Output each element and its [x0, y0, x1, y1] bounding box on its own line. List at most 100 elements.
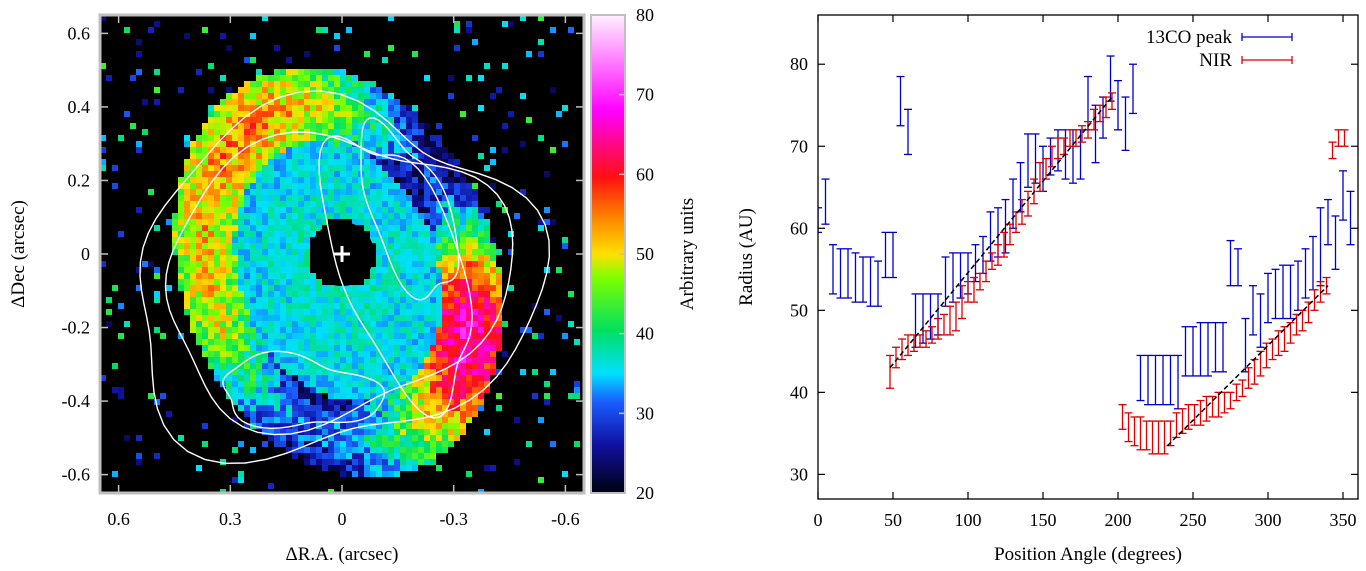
plot-x-tick-label: 250: [1180, 510, 1207, 530]
legend-swatch: [1241, 33, 1293, 41]
error-bar: [1264, 272, 1272, 324]
error-bar: [1174, 354, 1182, 410]
plot-y-tick-label: 70: [790, 136, 808, 156]
error-bar: [922, 330, 930, 348]
error-bar: [1322, 276, 1331, 295]
radius-plot: 0 50 100 150 200 250 300 350 30 40 50 60 70 80 Posit…: [736, 14, 1359, 565]
error-bar: [1024, 190, 1032, 217]
image-x-tick-label: 0.6: [107, 509, 130, 529]
error-bar: [1256, 293, 1265, 348]
plot-x-tick-label: 300: [1255, 510, 1282, 530]
fit-line: [889, 96, 1113, 369]
error-bar: [952, 301, 960, 332]
error-bar: [1148, 420, 1157, 455]
error-bar: [836, 248, 845, 299]
error-bar: [904, 108, 912, 156]
plot-y-tick-label: 60: [790, 218, 808, 238]
error-bar: [1250, 358, 1259, 385]
error-bar: [946, 305, 954, 336]
error-bar: [1136, 416, 1145, 451]
error-bar: [926, 293, 935, 340]
error-bar: [1301, 248, 1310, 299]
error-bar: [1166, 354, 1175, 406]
series-nir: [886, 92, 1349, 455]
error-bar: [1208, 395, 1217, 418]
fit-line: [1166, 285, 1329, 447]
error-bar: [994, 244, 1002, 266]
error-bar: [1181, 326, 1190, 377]
error-bar: [934, 317, 942, 340]
error-bar: [892, 346, 900, 369]
plot-frame: [817, 14, 1359, 500]
error-bar: [1304, 301, 1313, 324]
plot-y-tick-label: 30: [790, 464, 808, 484]
image-x-tick-label: 0.3: [219, 509, 242, 529]
plot-x-tick-label: 350: [1330, 510, 1357, 530]
error-bar: [1324, 198, 1332, 246]
error-bar: [1234, 248, 1242, 287]
error-bar: [1106, 55, 1115, 102]
error-bar: [889, 231, 897, 279]
image-x-tick-label: 0: [338, 509, 347, 529]
error-bar: [1286, 321, 1295, 344]
colorbar-tick-label: 60: [636, 164, 654, 184]
error-bar: [1001, 198, 1010, 254]
plot-x-tick-label: 0: [814, 510, 823, 530]
colorbar-tick-label: 70: [636, 85, 654, 105]
error-bar: [866, 256, 875, 307]
error-bar: [928, 326, 936, 344]
error-bar: [1189, 326, 1197, 377]
star-marker: [334, 246, 350, 262]
error-bar: [1114, 79, 1122, 131]
plot-x-label: Position Angle (degrees): [994, 544, 1182, 565]
image-y-tick-label: 0: [81, 244, 90, 264]
plot-y-label: Radius (AU): [736, 208, 757, 306]
error-bar: [896, 75, 905, 127]
colorbar-tick-label: 20: [636, 483, 654, 503]
error-bar: [1196, 399, 1205, 426]
image-y-tick-label: -0.2: [62, 318, 91, 338]
series-13co-peak: [818, 55, 1355, 410]
error-bar: [1018, 198, 1026, 225]
disk-ring: [172, 69, 502, 477]
error-bar: [821, 178, 830, 225]
error-bar: [1249, 285, 1257, 336]
error-bar: [1024, 133, 1032, 188]
error-bar: [964, 280, 972, 303]
colorbar-ticks: 20 30 40 50 60 70 80: [619, 5, 654, 503]
co-contours: [139, 90, 551, 465]
error-bar: [1286, 264, 1295, 320]
error-bar: [976, 272, 984, 291]
error-bar: [1340, 129, 1349, 147]
error-bar: [1211, 321, 1220, 373]
image-y-ticks: -0.6 -0.4 -0.2 0 0.2 0.4 0.6: [62, 23, 584, 485]
error-bar: [1129, 63, 1137, 115]
image-y-tick-label: 0.4: [68, 97, 91, 117]
error-bar: [1238, 379, 1247, 398]
error-bar: [1292, 313, 1301, 336]
error-bar: [1102, 96, 1110, 119]
error-bar: [1244, 367, 1253, 389]
error-bar: [1334, 129, 1343, 147]
image-y-label: ΔDec (arcsec): [8, 200, 29, 308]
error-bar: [1279, 264, 1287, 320]
error-bar: [1054, 137, 1062, 160]
error-bar: [988, 252, 996, 270]
colorbar-tick-label: 40: [636, 324, 654, 344]
error-bar: [1151, 354, 1160, 406]
colorbar-tick-label: 80: [636, 5, 654, 25]
error-bar: [940, 313, 948, 336]
error-bar: [886, 354, 894, 389]
error-bar: [1154, 420, 1163, 455]
error-bar: [1159, 354, 1167, 406]
image-y-tick-label: 0.6: [68, 23, 91, 43]
error-bar: [1331, 215, 1340, 270]
plot-y-tick-label: 50: [790, 300, 808, 320]
error-bar: [1121, 96, 1130, 152]
error-bar: [1078, 125, 1086, 143]
error-bar: [851, 252, 860, 303]
error-bar: [1204, 321, 1212, 377]
error-bar: [1226, 239, 1235, 287]
